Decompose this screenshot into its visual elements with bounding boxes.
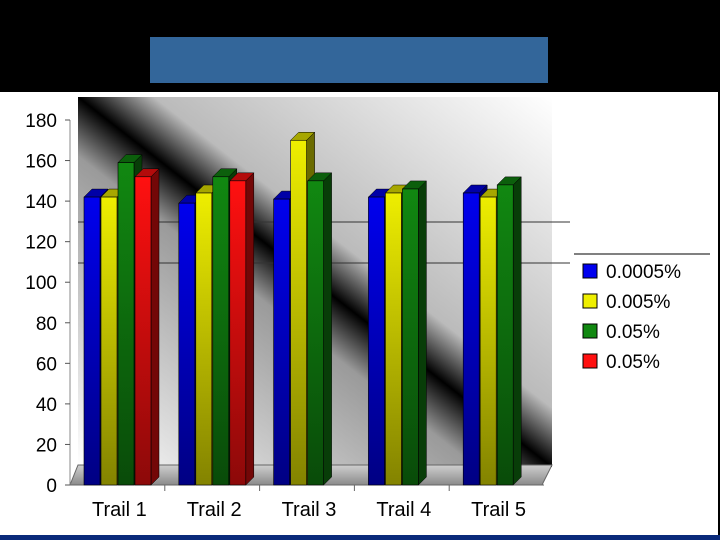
x-category-label: Trail 3 — [282, 499, 337, 521]
bar-side-face — [245, 172, 255, 486]
bar-4-series-2 — [385, 192, 402, 486]
legend-label: 0.05% — [606, 322, 660, 343]
bar-side-face — [150, 168, 160, 486]
legend-swatch — [582, 323, 598, 339]
y-tick-label: 40 — [36, 395, 57, 416]
legend-swatch — [582, 263, 598, 279]
bar-4-series-3 — [402, 188, 419, 486]
y-tick-label: 140 — [25, 192, 57, 213]
y-tick-label: 120 — [25, 233, 57, 254]
bar-1-series-4 — [134, 176, 152, 486]
bar-4-series-1 — [368, 196, 385, 486]
legend-swatch — [582, 353, 598, 369]
y-tick-label: 80 — [36, 314, 57, 335]
bar-1-series-1 — [83, 196, 101, 486]
bar-side-face — [323, 172, 332, 486]
bar-2-series-2 — [195, 192, 213, 486]
bar-1-series-2 — [100, 196, 118, 486]
bar-3-series-3 — [307, 180, 324, 486]
y-tick-label: 160 — [25, 152, 57, 173]
bar-5-series-3 — [496, 184, 514, 486]
bar-5-series-1 — [462, 192, 480, 486]
legend-label: 0.05% — [606, 352, 660, 373]
y-tick-label: 0 — [46, 476, 57, 497]
y-tick-label: 60 — [36, 354, 57, 375]
bar-1-series-3 — [117, 162, 135, 486]
bar-side-face — [512, 176, 522, 486]
legend-label: 0.0005% — [606, 262, 681, 283]
bar-2-series-1 — [178, 202, 196, 486]
bar-2-series-4 — [229, 180, 247, 486]
x-category-label: Trail 2 — [187, 499, 242, 521]
title-banner — [150, 37, 548, 83]
y-tick-label: 20 — [36, 435, 57, 456]
legend-label: 0.005% — [606, 292, 671, 313]
legend-swatch — [582, 293, 598, 309]
bar-side-face — [418, 180, 427, 486]
bottom-strip — [0, 535, 720, 540]
y-tick-label: 180 — [25, 111, 57, 132]
x-category-label: Trail 5 — [471, 499, 526, 521]
bar-3-series-1 — [273, 198, 290, 486]
x-category-label: Trail 4 — [376, 499, 431, 521]
bar-5-series-2 — [479, 196, 497, 486]
y-tick-label: 100 — [25, 273, 57, 294]
bar-3-series-2 — [290, 139, 307, 486]
x-category-label: Trail 1 — [92, 499, 147, 521]
bar-2-series-3 — [212, 176, 230, 486]
